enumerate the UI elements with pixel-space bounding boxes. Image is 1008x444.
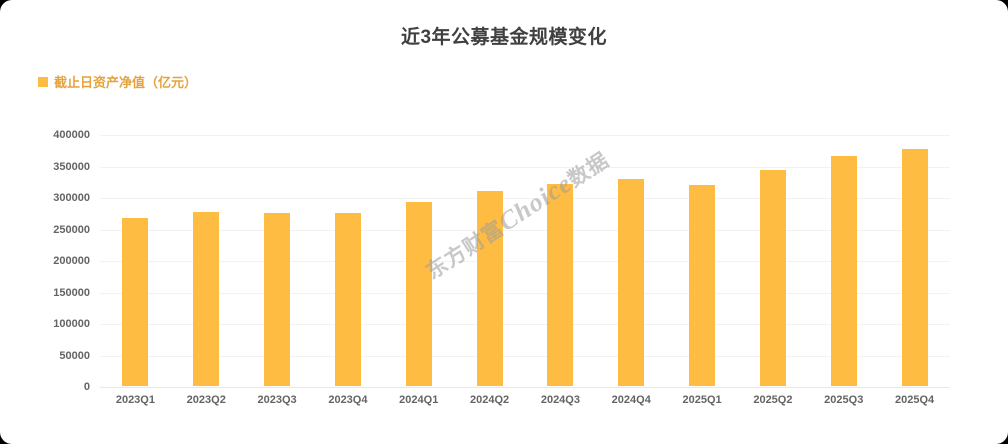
- legend-label: 截止日资产净值（亿元）: [54, 75, 198, 90]
- x-tick-label-2023Q2: 2023Q2: [186, 394, 226, 406]
- gridline-150000: [100, 292, 950, 294]
- bar-2024Q3[interactable]: [547, 184, 574, 386]
- bar-2025Q4[interactable]: [901, 148, 928, 386]
- gridline-250000: [100, 229, 950, 231]
- x-tick-label-2024Q1: 2024Q1: [399, 394, 439, 406]
- x-tick-label-2023Q1: 2023Q1: [115, 394, 155, 406]
- plot-area: [100, 135, 950, 388]
- x-tick-label-2025Q3: 2025Q3: [824, 394, 864, 406]
- y-tick-label-400000: 400000: [53, 129, 90, 141]
- x-tick-label-2024Q4: 2024Q4: [611, 394, 651, 406]
- bar-2024Q1[interactable]: [405, 202, 432, 386]
- y-tick-label-0: 0: [83, 381, 90, 393]
- gridline-350000: [100, 166, 950, 168]
- x-tick-label-2025Q2: 2025Q2: [753, 394, 793, 406]
- gridline-200000: [100, 261, 950, 262]
- bar-2024Q4[interactable]: [618, 179, 645, 386]
- gridline-50000: [100, 355, 950, 357]
- x-tick-label-2023Q4: 2023Q4: [328, 394, 368, 406]
- bar-2025Q1[interactable]: [689, 185, 716, 386]
- legend-item-net-asset-value[interactable]: 截止日资产净值（亿元）: [38, 72, 197, 91]
- x-tick-label-2023Q3: 2023Q3: [257, 394, 297, 406]
- x-tick-label-2024Q2: 2024Q2: [470, 394, 510, 406]
- x-tick-label-2025Q4: 2025Q4: [895, 394, 935, 406]
- gridline-0: [100, 387, 950, 388]
- gridline-300000: [100, 198, 950, 199]
- bar-2023Q1[interactable]: [122, 217, 149, 386]
- y-axis: 0 50000 100000 150000 200000 250000 300000 3500…: [0, 129, 90, 393]
- chart-title: 近3年公募基金规模变化: [400, 27, 608, 48]
- y-tick-label-250000: 250000: [53, 223, 90, 236]
- y-tick-label-100000: 100000: [53, 318, 90, 330]
- y-tick-label-200000: 200000: [53, 255, 90, 267]
- x-tick-label-2024Q3: 2024Q3: [540, 394, 580, 406]
- bar-2023Q3[interactable]: [264, 212, 291, 386]
- bar-2023Q2[interactable]: [193, 211, 220, 386]
- bar-2023Q4[interactable]: [334, 212, 361, 386]
- x-axis: 2023Q1 2023Q2 2023Q3 2023Q4 2024Q1 2024Q2 2024…: [100, 394, 950, 410]
- y-tick-label-50000: 50000: [59, 349, 90, 362]
- gridline-100000: [100, 324, 950, 325]
- gridline-400000: [100, 135, 950, 136]
- y-tick-label-150000: 150000: [53, 286, 90, 299]
- bar-2024Q2[interactable]: [476, 191, 503, 386]
- y-tick-label-350000: 350000: [53, 160, 90, 173]
- x-tick-label-2025Q1: 2025Q1: [682, 394, 722, 406]
- bar-2025Q2[interactable]: [759, 169, 786, 386]
- bar-2025Q3[interactable]: [830, 156, 857, 386]
- y-tick-label-300000: 300000: [53, 192, 90, 204]
- legend-swatch-icon: [38, 76, 48, 87]
